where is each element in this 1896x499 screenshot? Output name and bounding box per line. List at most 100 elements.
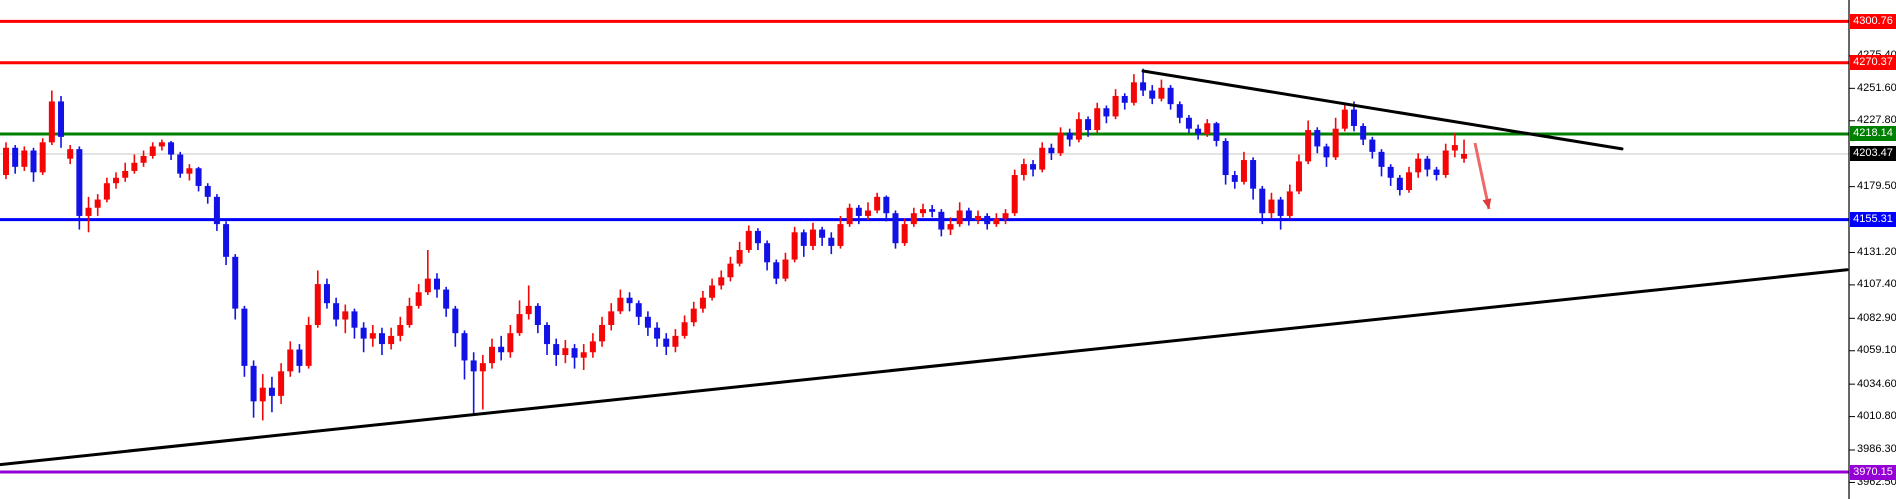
candle-bearish xyxy=(1378,151,1385,167)
candle-bullish xyxy=(1295,161,1302,192)
candle-bullish xyxy=(809,229,816,246)
candle-bearish xyxy=(168,142,175,155)
candle-bullish xyxy=(718,277,725,286)
candle-bullish xyxy=(1406,172,1413,191)
candle-bearish xyxy=(929,209,936,212)
candle-bullish xyxy=(314,284,321,325)
candle-bearish xyxy=(1396,177,1403,191)
candle-bullish xyxy=(1341,109,1348,129)
candle-bullish xyxy=(975,215,982,221)
last-price-line-price-badge: 4203.47 xyxy=(1850,146,1896,162)
candle-bullish xyxy=(1415,158,1422,173)
candle-bullish xyxy=(388,335,395,345)
candle-bullish xyxy=(1461,153,1468,159)
candle-bullish xyxy=(397,324,404,336)
candle-bearish xyxy=(433,278,440,290)
candle-bearish xyxy=(1185,117,1192,129)
candle-bearish xyxy=(30,150,37,173)
candle-bullish xyxy=(424,278,431,293)
candle-bearish xyxy=(1121,95,1128,103)
candle-bullish xyxy=(186,168,193,174)
resistance-3-price-badge: 4218.14 xyxy=(1850,126,1896,142)
candle-bullish xyxy=(278,371,285,396)
candle-bearish xyxy=(1433,169,1440,176)
candle-bullish xyxy=(690,308,697,323)
candle-bearish xyxy=(250,365,257,402)
candle-bearish xyxy=(378,333,385,345)
descending-resistance-trendline[interactable] xyxy=(1141,69,1624,151)
candle-bearish xyxy=(1149,90,1156,99)
candle-bearish xyxy=(461,333,468,361)
candle-bearish xyxy=(1323,146,1330,158)
candle-bearish xyxy=(1231,175,1238,182)
candle-bullish xyxy=(1442,150,1449,176)
candle-bearish xyxy=(195,168,202,186)
candle-bullish xyxy=(1204,123,1211,135)
candle-bearish xyxy=(268,387,275,396)
candle-bearish xyxy=(635,303,642,317)
candle-bearish xyxy=(773,262,780,279)
candle-bearish xyxy=(1387,166,1394,178)
ascending-support-trendline[interactable] xyxy=(0,268,1849,467)
candle-bullish xyxy=(1002,213,1009,219)
candle-bullish xyxy=(94,199,101,208)
candle-bullish xyxy=(516,314,523,334)
candle-bullish xyxy=(846,207,853,225)
candle-bullish xyxy=(67,149,74,159)
candle-bearish xyxy=(1103,108,1110,117)
axis-tick-label: 4059.10 xyxy=(1857,344,1896,357)
axis-tick-label: 4227.80 xyxy=(1857,114,1896,127)
axis-tick-label: 4010.80 xyxy=(1857,410,1896,423)
candle-bullish xyxy=(1305,130,1312,162)
candle-bullish xyxy=(993,218,1000,225)
candle-bullish xyxy=(745,230,752,251)
candle-bullish xyxy=(956,210,963,225)
candle-bullish xyxy=(1268,199,1275,214)
resistance-2-price-badge: 4270.37 xyxy=(1850,55,1896,71)
candle-bullish xyxy=(709,285,716,298)
candle-bearish xyxy=(1360,125,1367,140)
candle-bullish xyxy=(113,177,120,184)
axis-tick-label: 4251.60 xyxy=(1857,81,1896,94)
candle-bearish xyxy=(58,101,65,137)
candle-bullish xyxy=(1075,119,1082,140)
candle-bullish xyxy=(1451,145,1458,151)
candle-bearish xyxy=(764,243,771,263)
candle-bullish xyxy=(782,259,789,279)
candle-bearish xyxy=(177,154,184,174)
candle-bearish xyxy=(452,308,459,334)
candle-bearish xyxy=(938,211,945,230)
candle-bullish xyxy=(699,297,706,309)
support-2-price-badge: 3970.15 xyxy=(1850,464,1896,480)
candle-bearish xyxy=(1277,199,1284,216)
axis-tick-label: 3986.30 xyxy=(1857,443,1896,456)
candle-bearish xyxy=(553,344,560,355)
candle-bearish xyxy=(571,348,578,358)
candle-bullish xyxy=(864,210,871,216)
candle-bullish xyxy=(259,387,266,402)
candle-bullish xyxy=(1286,191,1293,216)
candle-bullish xyxy=(103,183,110,200)
candle-bearish xyxy=(1066,132,1073,140)
candle-bearish xyxy=(1350,109,1357,126)
candle-bullish xyxy=(140,155,147,163)
candle-bullish xyxy=(406,305,413,325)
candle-bearish xyxy=(1213,123,1220,141)
candle-bullish xyxy=(1332,128,1339,158)
candle-bullish xyxy=(1112,95,1119,117)
candle-bearish xyxy=(213,196,220,225)
candle-bearish xyxy=(883,196,890,214)
projected-drop-arrow[interactable] xyxy=(1473,142,1491,210)
candle-bullish xyxy=(910,213,917,225)
candle-bearish xyxy=(12,147,19,167)
candle-bearish xyxy=(1176,104,1183,118)
candle-bullish xyxy=(287,349,294,372)
candle-bullish xyxy=(479,363,486,372)
candle-bullish xyxy=(122,170,129,178)
candle-bullish xyxy=(1094,108,1101,131)
candle-bullish xyxy=(21,150,28,167)
candle-bearish xyxy=(626,297,633,304)
axis-background xyxy=(1850,0,1896,499)
candle-bullish xyxy=(48,101,55,143)
